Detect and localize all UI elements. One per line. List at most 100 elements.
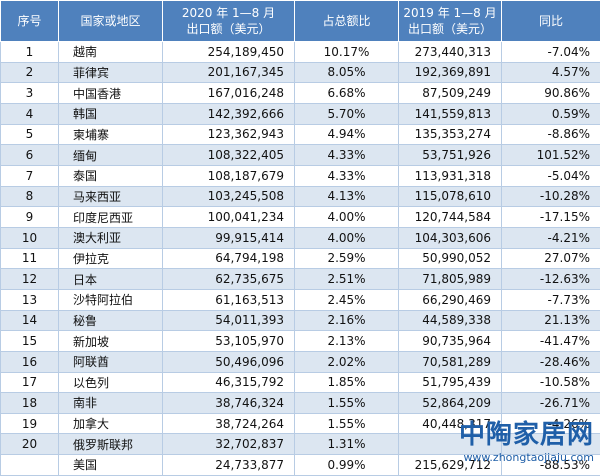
table-cell: 141,559,813: [399, 103, 502, 124]
table-cell: 4.94%: [295, 124, 399, 145]
table-cell: 美国: [59, 455, 163, 476]
table-cell: 90.86%: [502, 83, 600, 104]
table-cell: 120,744,584: [399, 207, 502, 228]
table-cell: 韩国: [59, 103, 163, 124]
table-cell: 南非: [59, 393, 163, 414]
header-cell: 2019 年 1—8 月 出口额（美元）: [399, 1, 502, 42]
table-cell: 13: [1, 289, 59, 310]
header-cell: 占总额比: [295, 1, 399, 42]
table-cell: 100,041,234: [163, 207, 295, 228]
table-cell: 101.52%: [502, 145, 600, 166]
table-cell: 15: [1, 331, 59, 352]
table-cell: 2: [1, 62, 59, 83]
table-cell: 254,189,450: [163, 42, 295, 63]
table-cell: 柬埔寨: [59, 124, 163, 145]
table-cell: 53,751,926: [399, 145, 502, 166]
header-cell: 2020 年 1—8 月 出口额（美元）: [163, 1, 295, 42]
table-cell: 马来西亚: [59, 186, 163, 207]
table-cell: 27.07%: [502, 248, 600, 269]
table-cell: 66,290,469: [399, 289, 502, 310]
table-cell: 17: [1, 372, 59, 393]
table-cell: 50,990,052: [399, 248, 502, 269]
table-cell: -12.63%: [502, 269, 600, 290]
table-cell: 192,369,891: [399, 62, 502, 83]
table-cell: 1.55%: [295, 413, 399, 434]
table-cell: 18: [1, 393, 59, 414]
table-cell: 2.51%: [295, 269, 399, 290]
table-cell: 14: [1, 310, 59, 331]
header-cell: 国家或地区: [59, 1, 163, 42]
table-cell: 108,187,679: [163, 165, 295, 186]
table-cell: 5.70%: [295, 103, 399, 124]
table-cell: -41.47%: [502, 331, 600, 352]
table-cell: 泰国: [59, 165, 163, 186]
table-cell: 38,746,324: [163, 393, 295, 414]
table-cell: -5.04%: [502, 165, 600, 186]
table-cell: 4.33%: [295, 145, 399, 166]
table-cell: 24,733,877: [163, 455, 295, 476]
table-cell: 61,163,513: [163, 289, 295, 310]
table-cell: 4.57%: [502, 62, 600, 83]
table-cell: 4: [1, 103, 59, 124]
table-cell: 8: [1, 186, 59, 207]
table-cell: 87,509,249: [399, 83, 502, 104]
table-cell: 1.55%: [295, 393, 399, 414]
table-cell: 12: [1, 269, 59, 290]
table-cell: 2.16%: [295, 310, 399, 331]
table-cell: -26.71%: [502, 393, 600, 414]
table-cell: 99,915,414: [163, 227, 295, 248]
table-cell: 10: [1, 227, 59, 248]
table-cell: 2.59%: [295, 248, 399, 269]
table-cell: 缅甸: [59, 145, 163, 166]
table-cell: 135,353,274: [399, 124, 502, 145]
table-cell: 104,303,606: [399, 227, 502, 248]
table-cell: 11: [1, 248, 59, 269]
table-cell: 0.99%: [295, 455, 399, 476]
table-cell: -28.46%: [502, 351, 600, 372]
table-cell: 4.00%: [295, 207, 399, 228]
table-cell: 62,735,675: [163, 269, 295, 290]
table-cell: 32,702,837: [163, 434, 295, 455]
table-cell: 1.31%: [295, 434, 399, 455]
table-cell: -10.28%: [502, 186, 600, 207]
watermark-title: 中陶家居网: [459, 414, 594, 451]
table-cell: -7.04%: [502, 42, 600, 63]
table-cell: 46,315,792: [163, 372, 295, 393]
table-cell: 澳大利亚: [59, 227, 163, 248]
table-cell: 115,078,610: [399, 186, 502, 207]
table-cell: 103,245,508: [163, 186, 295, 207]
table-cell: 50,496,096: [163, 351, 295, 372]
table-cell: 7: [1, 165, 59, 186]
table-cell: 3: [1, 83, 59, 104]
table-cell: 21.13%: [502, 310, 600, 331]
table-cell: 123,362,943: [163, 124, 295, 145]
table-cell: 以色列: [59, 372, 163, 393]
header-cell: 序号: [1, 1, 59, 42]
table-cell: 越南: [59, 42, 163, 63]
table-cell: [1, 455, 59, 476]
table-cell: 16: [1, 351, 59, 372]
table-cell: 2.02%: [295, 351, 399, 372]
table-cell: 70,581,289: [399, 351, 502, 372]
table-cell: 2.45%: [295, 289, 399, 310]
table-cell: 108,322,405: [163, 145, 295, 166]
table-cell: 71,805,989: [399, 269, 502, 290]
table-cell: 俄罗斯联邦: [59, 434, 163, 455]
table-cell: 阿联酋: [59, 351, 163, 372]
header-cell: 同比: [502, 1, 600, 42]
table-cell: 20: [1, 434, 59, 455]
table-cell: 38,724,264: [163, 413, 295, 434]
table-cell: 秘鲁: [59, 310, 163, 331]
table-cell: 44,589,338: [399, 310, 502, 331]
